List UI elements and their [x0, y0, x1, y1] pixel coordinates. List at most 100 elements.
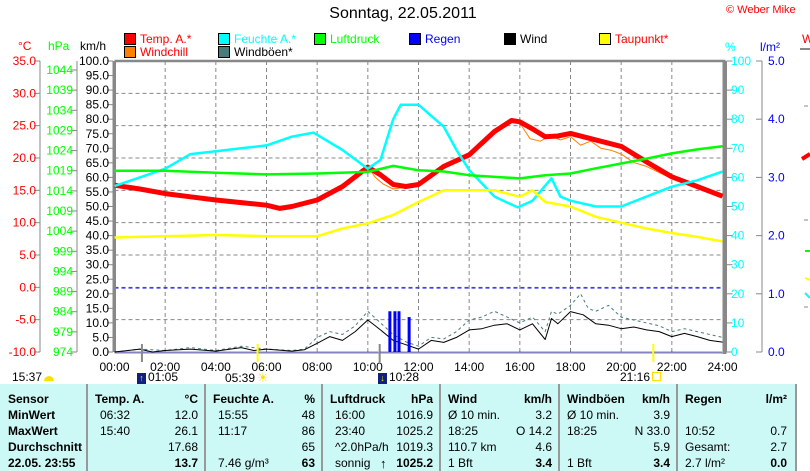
chart-title: Sonntag, 22.05.2011: [329, 5, 477, 22]
pressure-axis-label: 1009: [46, 204, 73, 218]
cell-label: 18:25: [567, 424, 598, 438]
temp-axis-label: 0.0: [19, 280, 36, 294]
legend-item: Windböen*: [218, 45, 293, 59]
series-line-taupunkt: [114, 189, 723, 243]
astro-event: ↓ 10:28: [378, 370, 419, 384]
astro-event: 05:39 ☀: [225, 370, 269, 386]
column-unit: km/h: [523, 392, 552, 406]
legend-label: Windböen*: [234, 45, 293, 59]
wind-axis-label: 65.0: [86, 156, 110, 170]
cell-value: 26.1: [174, 424, 198, 438]
legend-label: Regen: [425, 32, 461, 46]
column-unit: %: [304, 392, 315, 406]
rain-bar: [397, 311, 401, 352]
humidity-axis-unit: %: [725, 40, 736, 54]
wind-axis-unit: km/h: [80, 39, 107, 53]
column-title: Luftdruck: [330, 392, 386, 406]
astro-event: ↑ 01:05: [137, 370, 178, 384]
cell-value: 48: [301, 408, 315, 422]
humidity-axis-label: 0: [731, 345, 738, 359]
cell-value: 86: [301, 424, 315, 438]
time-axis-label: 20:00: [606, 360, 636, 374]
cell-value: 1016.9: [396, 408, 433, 422]
rain-axis-label: 4.0: [768, 112, 785, 126]
humidity-axis-label: 70: [731, 141, 745, 155]
time-axis-label: 06:00: [251, 360, 281, 374]
wind-axis-label: 55.0: [86, 185, 110, 199]
cell-value: 0.7: [770, 424, 787, 438]
column-unit: °C: [184, 392, 198, 406]
pressure-axis-label: 984: [53, 305, 73, 319]
cell-label: 10:52: [685, 424, 716, 438]
pressure-axis-label: 1044: [46, 63, 73, 77]
time-axis-label: 18:00: [555, 360, 585, 374]
wind-axis-label: 5.0: [92, 330, 109, 344]
cell-value: 0.0: [770, 456, 787, 470]
temp-axis-label: 20.0: [13, 151, 37, 165]
rain-axis-label: 3.0: [768, 170, 785, 184]
time-axis-label: 12:00: [403, 360, 433, 374]
row-label: MaxWert: [8, 424, 58, 438]
pressure-axis-label: 1014: [46, 184, 73, 198]
moon-icon: ↓: [378, 370, 387, 384]
cell-value: 3.4: [653, 456, 670, 470]
event-time: 21:16: [620, 370, 651, 384]
side-panel-title: W: [802, 32, 810, 46]
cell-label: sonnig: [335, 456, 371, 470]
rain-axis-label: 2.0: [768, 229, 785, 243]
column-unit: l/m²: [765, 392, 787, 406]
cell-value: 13.7: [174, 456, 198, 470]
humidity-axis-label: 40: [731, 229, 745, 243]
column-title: Windböen: [567, 392, 625, 406]
temp-axis-label: 35.0: [13, 54, 37, 68]
table-column-temp-a: Temp. A. °C 06:32 12.0 15:40 26.1 17.68 13.7: [88, 384, 206, 471]
cell-label: ^2.0hPa/h: [335, 440, 389, 454]
cell-label: 11:17: [218, 424, 248, 438]
wind-axis-label: 100.0: [79, 54, 109, 68]
rain-bar: [388, 311, 392, 352]
sunrise-icon: ☀: [257, 370, 269, 385]
rain-axis-label: 1.0: [768, 287, 785, 301]
legend-swatch-icon: [218, 33, 230, 45]
pressure-axis-label: 1034: [46, 103, 73, 117]
rain-bar: [393, 311, 397, 352]
cell-label: Ø 10 min.: [567, 408, 620, 422]
temp-axis-label: 10.0: [13, 216, 37, 230]
copyright: © Weber Mike: [726, 4, 796, 16]
pressure-axis-label: 989: [53, 285, 73, 299]
wind-axis-label: 10.0: [86, 316, 110, 330]
wind-axis-label: 15.0: [86, 301, 110, 315]
moon-set-icon: [44, 370, 55, 384]
time-axis-label: 22:00: [657, 360, 687, 374]
cell-value: 1019.3: [396, 440, 433, 454]
wind-axis-label: 85.0: [86, 98, 110, 112]
legend-item: Regen: [409, 32, 460, 46]
cell-value: 17.68: [167, 440, 198, 454]
cell-label: 06:32: [100, 408, 131, 422]
wind-axis-label: 30.0: [86, 258, 110, 272]
legend-item: Feuchte A.*: [218, 32, 296, 46]
time-axis-label: 02:00: [150, 360, 180, 374]
wind-axis-label: 40.0: [86, 229, 110, 243]
legend-label: Wind: [520, 32, 548, 46]
cell-label: 1 Bft: [448, 456, 473, 470]
sunset-icon: [652, 370, 662, 384]
column-unit: hPa: [410, 392, 433, 406]
legend-label: Feuchte A.*: [234, 32, 297, 46]
pressure-axis-label: 999: [53, 244, 73, 258]
statistics-table: Sensor MinWert MaxWert Durchschnitt 22.05. 2…: [0, 384, 795, 471]
cell-label: 1 Bft: [567, 456, 592, 470]
rain-axis-label: 5.0: [768, 54, 785, 68]
cell-value: 5.9: [653, 440, 670, 454]
side-panel-dewpoint-fragment: [804, 277, 810, 281]
cell-value: 65: [301, 440, 315, 454]
wind-axis-label: 0.0: [92, 345, 109, 359]
pressure-axis-label: 1004: [46, 224, 73, 238]
cell-label: Gesamt:: [685, 440, 731, 454]
cell-label: 110.7 km: [448, 440, 497, 454]
legend-item: Wind: [504, 32, 547, 46]
cell-label: 15:55: [218, 408, 249, 422]
event-time: 15:37: [12, 370, 43, 384]
temp-axis-label: 30.0: [13, 86, 37, 100]
row-label: Sensor: [8, 392, 49, 406]
